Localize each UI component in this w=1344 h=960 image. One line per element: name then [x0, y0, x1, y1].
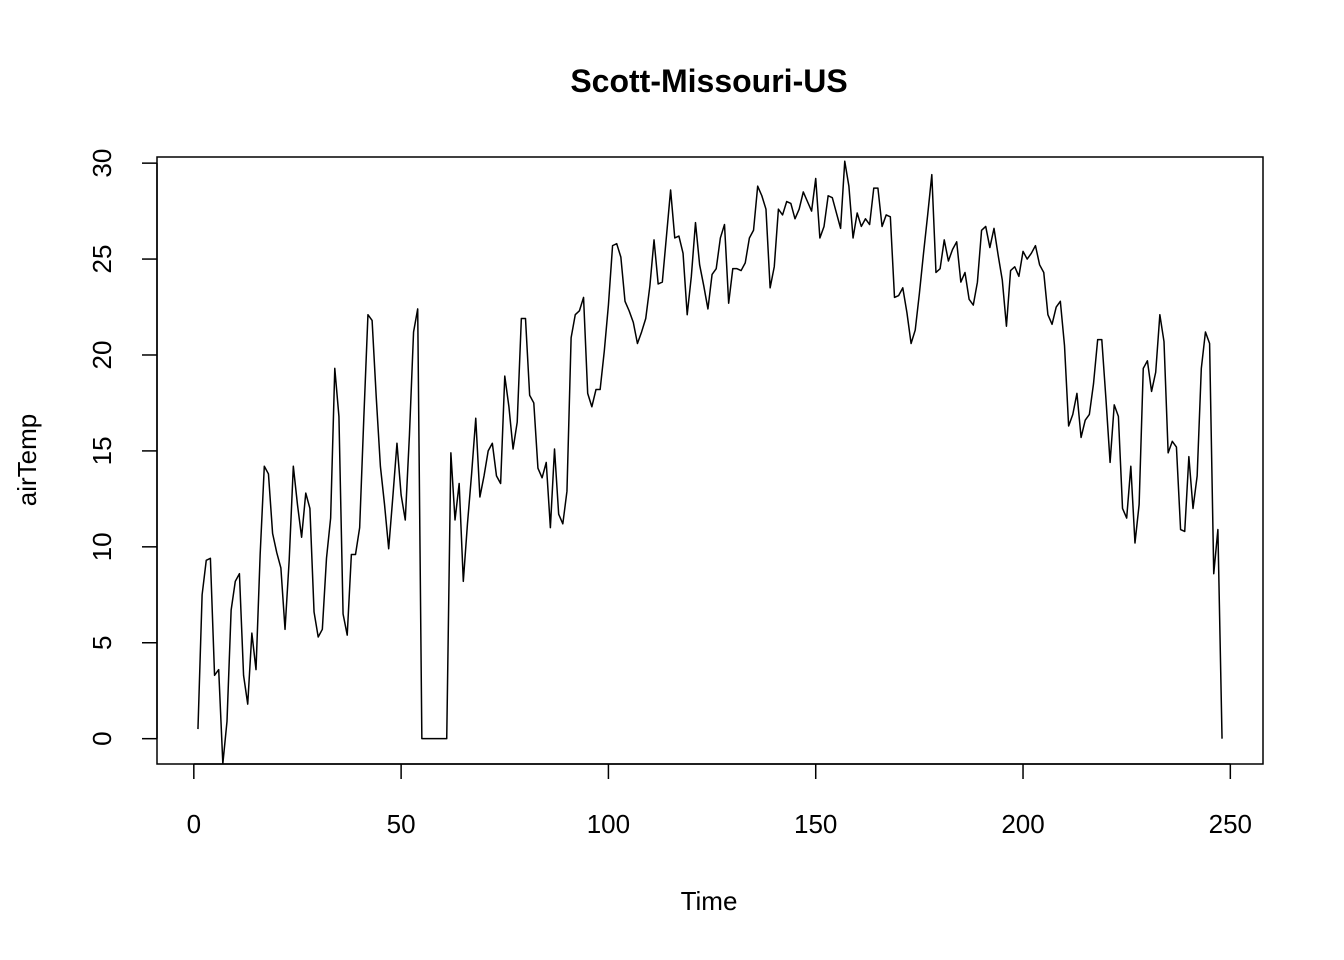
y-axis-label: airTemp — [12, 414, 42, 506]
y-tick-label: 30 — [87, 149, 117, 178]
x-tick-label: 0 — [187, 809, 201, 839]
y-tick-label: 15 — [87, 436, 117, 465]
x-tick-label: 250 — [1209, 809, 1252, 839]
x-tick-label: 150 — [794, 809, 837, 839]
y-tick-label: 5 — [87, 636, 117, 650]
x-axis-label: Time — [681, 886, 738, 916]
x-tick-label: 100 — [587, 809, 630, 839]
plot-frame — [156, 156, 1264, 765]
x-tick-label: 50 — [387, 809, 416, 839]
x-axis: 0 50 100 150 200 250 — [187, 763, 1252, 839]
y-tick-label: 0 — [87, 731, 117, 745]
y-tick-label: 20 — [87, 341, 117, 370]
y-tick-label: 25 — [87, 245, 117, 274]
x-tick-label: 200 — [1001, 809, 1044, 839]
series-line-airTemp — [197, 160, 1223, 765]
y-axis: 0 5 10 15 20 25 30 — [87, 149, 158, 746]
y-tick-label: 10 — [87, 532, 117, 561]
chart-title: Scott-Missouri-US — [570, 63, 847, 99]
